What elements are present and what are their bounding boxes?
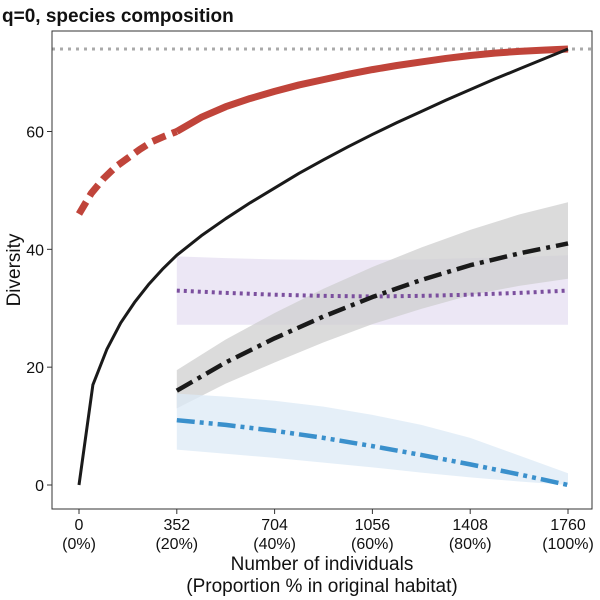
y-tick-label: 20 bbox=[26, 360, 44, 377]
plot-area bbox=[52, 45, 592, 488]
x-tick-label: 1760 bbox=[550, 517, 586, 534]
confidence-bands bbox=[176, 202, 569, 485]
y-axis-label: Diversity bbox=[4, 233, 25, 306]
x-tick-label: 352 bbox=[163, 517, 190, 534]
x-tick-label: 1408 bbox=[452, 517, 488, 534]
x-tick-sublabel: (20%) bbox=[155, 536, 198, 553]
series-line-black-rarefaction-0 bbox=[77, 47, 569, 486]
series-line-red-0 bbox=[75, 128, 179, 216]
series-line-blue-0 bbox=[176, 417, 569, 488]
x-tick-label: 704 bbox=[261, 517, 288, 534]
x-axis-label: Number of individuals bbox=[231, 554, 414, 575]
series-lines bbox=[75, 45, 569, 488]
series-line-red-1 bbox=[175, 45, 569, 135]
series-line-black-dashdot-0 bbox=[175, 241, 569, 393]
y-tick-label: 0 bbox=[35, 478, 44, 495]
y-axis: 0 20 40 60 bbox=[26, 124, 52, 495]
x-tick-sublabel: (80%) bbox=[449, 536, 492, 553]
x-tick-sublabel: (0%) bbox=[62, 536, 96, 553]
x-axis-sublabel: (Proportion % in original habitat) bbox=[186, 576, 457, 597]
x-tick-sublabel: (40%) bbox=[253, 536, 296, 553]
x-tick-label: 0 bbox=[75, 517, 84, 534]
ci-band-black-dashdot bbox=[176, 202, 569, 409]
y-tick-label: 40 bbox=[26, 242, 44, 259]
plot-border bbox=[51, 30, 593, 510]
x-axis: 0 (0%) 352 (20%) 704 (40%) 1056 (60%) 1408 (80%) 1… bbox=[62, 509, 594, 553]
x-tick-sublabel: (60%) bbox=[351, 536, 394, 553]
x-tick-sublabel: (100%) bbox=[542, 536, 594, 553]
y-tick-label: 60 bbox=[26, 124, 44, 141]
x-tick-label: 1056 bbox=[355, 517, 391, 534]
series-line-purple-0 bbox=[176, 288, 569, 299]
chart-title: q=0, species composition bbox=[2, 6, 234, 27]
